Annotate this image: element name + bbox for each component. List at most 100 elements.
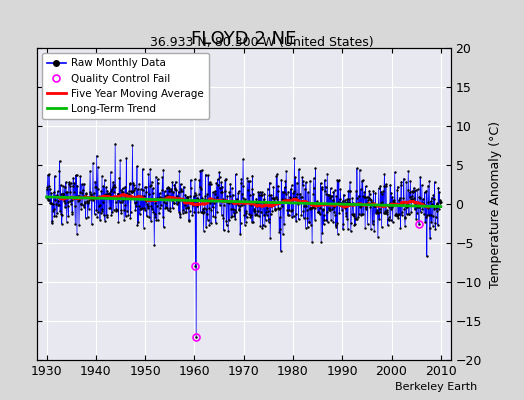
Point xyxy=(163,206,172,213)
Point xyxy=(236,231,244,238)
Point xyxy=(298,174,307,180)
Point xyxy=(163,185,171,191)
Point xyxy=(424,205,433,212)
Point xyxy=(146,183,154,190)
Point xyxy=(381,183,390,189)
Point xyxy=(353,195,362,202)
Point xyxy=(337,207,346,213)
Point xyxy=(164,184,172,190)
Point xyxy=(395,211,403,218)
Point xyxy=(158,187,166,194)
Point xyxy=(377,188,385,195)
Point xyxy=(306,204,314,211)
Point xyxy=(274,204,282,211)
Point xyxy=(91,184,100,190)
Point xyxy=(177,186,185,192)
Point xyxy=(124,212,133,218)
Point xyxy=(76,173,84,180)
Point xyxy=(247,211,256,218)
Point xyxy=(115,199,124,205)
Point xyxy=(270,196,278,202)
Point xyxy=(137,193,146,199)
Point xyxy=(203,191,212,197)
Point xyxy=(56,158,64,164)
Point xyxy=(150,210,159,217)
Point xyxy=(216,202,224,208)
Point xyxy=(148,178,156,185)
Point xyxy=(68,209,76,216)
Point xyxy=(407,196,415,202)
Point xyxy=(238,191,246,197)
Point xyxy=(398,200,407,206)
Point xyxy=(174,196,182,202)
Point xyxy=(48,220,56,226)
Point xyxy=(363,200,372,206)
Point xyxy=(411,187,420,194)
Point xyxy=(258,225,267,231)
Point xyxy=(135,180,143,187)
Point xyxy=(389,198,397,204)
Point xyxy=(106,169,115,175)
Point xyxy=(258,189,266,195)
Point xyxy=(206,200,214,206)
Point xyxy=(72,172,81,178)
Point xyxy=(246,214,255,220)
Point xyxy=(396,225,405,231)
Point xyxy=(428,194,436,201)
Point xyxy=(221,188,229,195)
Point xyxy=(138,205,147,211)
Point xyxy=(200,208,209,215)
Point xyxy=(323,171,332,177)
Point xyxy=(43,195,51,201)
Point xyxy=(386,217,395,224)
Point xyxy=(309,191,318,198)
Point xyxy=(239,201,248,207)
Point xyxy=(243,214,251,220)
Point xyxy=(211,214,220,220)
Point xyxy=(272,172,280,179)
Point xyxy=(60,198,69,204)
Point xyxy=(425,178,433,184)
Point xyxy=(245,211,254,218)
Point xyxy=(273,171,281,177)
Point xyxy=(291,174,299,180)
Point xyxy=(261,200,269,207)
Point xyxy=(349,200,357,206)
Point xyxy=(427,219,435,225)
Point xyxy=(138,195,146,202)
Point xyxy=(347,220,355,226)
Point xyxy=(266,179,274,186)
Point xyxy=(154,176,162,182)
Point xyxy=(302,203,311,209)
Point xyxy=(291,194,299,201)
Point xyxy=(406,194,414,201)
Point xyxy=(392,211,400,218)
Point xyxy=(310,175,318,181)
Point xyxy=(333,220,341,226)
Point xyxy=(421,219,429,225)
Point xyxy=(293,201,302,208)
Point xyxy=(158,174,167,180)
Point xyxy=(62,179,70,185)
Point xyxy=(355,210,363,217)
Point xyxy=(256,189,264,195)
Point xyxy=(115,175,124,181)
Point xyxy=(304,219,313,225)
Point xyxy=(145,190,153,197)
Point xyxy=(247,218,256,225)
Point xyxy=(209,189,217,196)
Point xyxy=(417,201,425,207)
Point xyxy=(428,212,436,219)
Point xyxy=(239,183,248,190)
Point xyxy=(54,202,63,208)
Point xyxy=(270,206,279,212)
Point xyxy=(196,167,204,174)
Point xyxy=(114,191,122,198)
Point xyxy=(404,168,412,175)
Point xyxy=(373,207,381,214)
Point xyxy=(77,201,85,208)
Point xyxy=(345,188,354,194)
Point xyxy=(103,188,112,194)
Point xyxy=(140,205,149,212)
Point xyxy=(369,188,378,194)
